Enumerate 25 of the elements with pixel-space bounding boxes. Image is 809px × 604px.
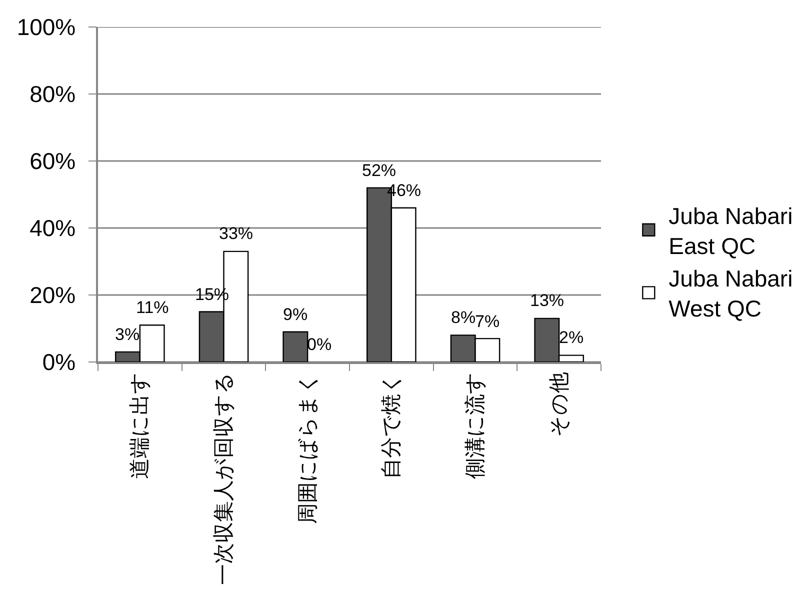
legend-label: Juba Nabari East QC — [668, 202, 793, 259]
bar — [282, 331, 308, 362]
data-label: 7% — [475, 312, 500, 331]
x-tick-label: 側溝に流す — [464, 372, 488, 480]
data-label: 52% — [362, 161, 396, 180]
y-tick-label: 20% — [30, 282, 76, 308]
data-label: 3% — [115, 325, 140, 344]
data-label: 8% — [451, 308, 476, 327]
x-tick-label: 道端に出す — [128, 372, 152, 480]
x-tick-label: 自分で焼く — [380, 372, 404, 480]
y-tick-label: 40% — [30, 215, 76, 242]
data-label: 13% — [530, 291, 564, 310]
y-tick-label: 0% — [42, 349, 76, 376]
data-label: 2% — [559, 328, 584, 347]
data-label: 11% — [136, 298, 169, 317]
x-tick-label: 周囲にばらまく — [296, 372, 320, 524]
y-tick-label: 60% — [30, 148, 76, 174]
y-tick-label: 80% — [30, 81, 76, 108]
x-tick-label: 一次収集人が回収する — [212, 372, 236, 586]
data-label: 9% — [283, 305, 308, 324]
x-tick-label: その他 — [548, 372, 571, 438]
legend-label: Juba Nabari West QC — [668, 266, 793, 322]
y-tick-label: 100% — [16, 14, 76, 40]
data-label: 33% — [219, 224, 254, 243]
data-label: 0% — [307, 335, 332, 354]
